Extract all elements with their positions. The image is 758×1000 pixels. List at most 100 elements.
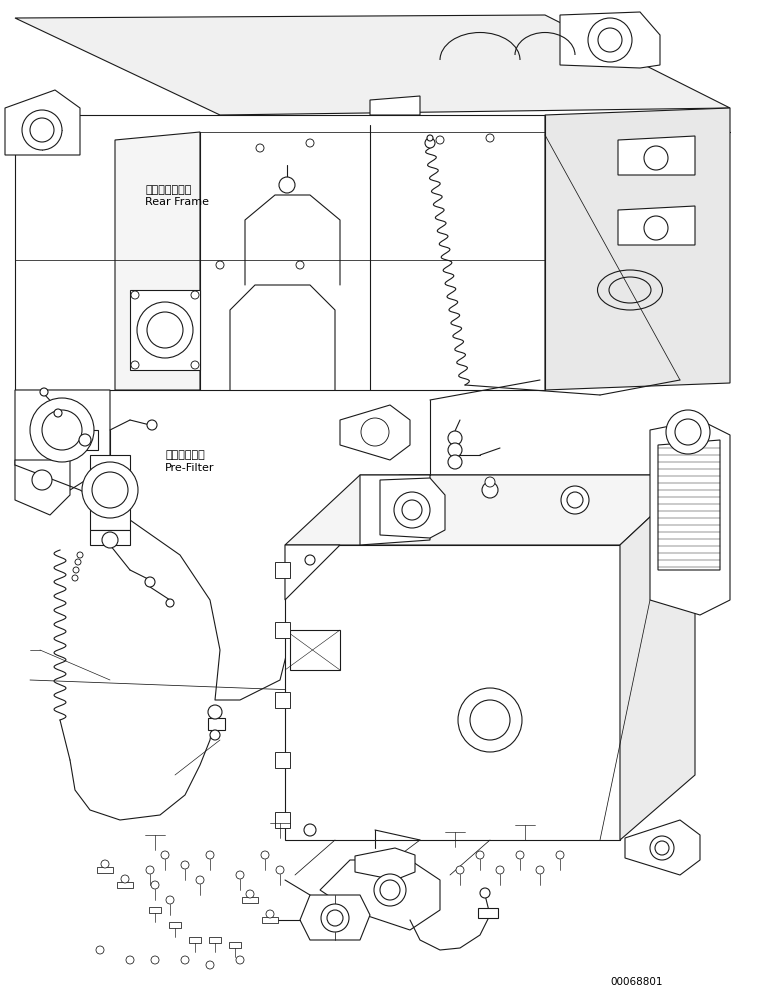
Polygon shape	[229, 942, 241, 948]
Circle shape	[427, 135, 433, 141]
Circle shape	[191, 291, 199, 299]
Polygon shape	[209, 937, 221, 943]
Circle shape	[482, 482, 498, 498]
Polygon shape	[618, 136, 695, 175]
Circle shape	[246, 890, 254, 898]
Circle shape	[644, 146, 668, 170]
Polygon shape	[658, 440, 720, 570]
Circle shape	[79, 434, 91, 446]
Circle shape	[402, 500, 422, 520]
Circle shape	[456, 866, 464, 874]
Circle shape	[470, 700, 510, 740]
Circle shape	[82, 462, 138, 518]
Polygon shape	[380, 478, 445, 538]
Polygon shape	[130, 290, 200, 370]
Circle shape	[480, 888, 490, 898]
Text: 00068801: 00068801	[610, 977, 662, 987]
Circle shape	[394, 492, 430, 528]
Circle shape	[236, 871, 244, 879]
Circle shape	[151, 881, 159, 889]
Circle shape	[181, 861, 189, 869]
Polygon shape	[370, 96, 420, 115]
Polygon shape	[262, 917, 278, 923]
Polygon shape	[320, 860, 440, 930]
Circle shape	[72, 575, 78, 581]
Circle shape	[374, 874, 406, 906]
Circle shape	[92, 472, 128, 508]
Circle shape	[30, 118, 54, 142]
Polygon shape	[90, 530, 130, 545]
Circle shape	[166, 599, 174, 607]
Circle shape	[598, 28, 622, 52]
Polygon shape	[242, 897, 258, 903]
Circle shape	[196, 876, 204, 884]
Polygon shape	[620, 475, 695, 840]
Text: プリフィルタ: プリフィルタ	[165, 450, 205, 460]
Circle shape	[126, 956, 134, 964]
Circle shape	[181, 956, 189, 964]
Polygon shape	[275, 562, 290, 578]
Text: Rear Frame: Rear Frame	[145, 197, 209, 207]
Polygon shape	[117, 882, 133, 888]
Circle shape	[476, 851, 484, 859]
Text: リヤーフレーム: リヤーフレーム	[145, 185, 191, 195]
Circle shape	[266, 910, 274, 918]
Circle shape	[448, 455, 462, 469]
Circle shape	[485, 477, 495, 487]
Circle shape	[121, 875, 129, 883]
Polygon shape	[300, 895, 370, 940]
Circle shape	[305, 555, 315, 565]
Circle shape	[448, 443, 462, 457]
Circle shape	[279, 177, 295, 193]
Circle shape	[137, 302, 193, 358]
Polygon shape	[290, 630, 340, 670]
Circle shape	[131, 291, 139, 299]
Polygon shape	[15, 390, 110, 490]
Polygon shape	[149, 907, 161, 913]
Circle shape	[131, 361, 139, 369]
Polygon shape	[275, 752, 290, 768]
Circle shape	[96, 946, 104, 954]
Circle shape	[73, 567, 79, 573]
Circle shape	[486, 134, 494, 142]
Polygon shape	[15, 15, 730, 115]
Circle shape	[296, 261, 304, 269]
Circle shape	[102, 532, 118, 548]
Polygon shape	[115, 132, 200, 390]
Circle shape	[77, 552, 83, 558]
Polygon shape	[560, 12, 660, 68]
Polygon shape	[285, 545, 620, 840]
Circle shape	[216, 261, 224, 269]
Circle shape	[458, 688, 522, 752]
Circle shape	[675, 419, 701, 445]
Circle shape	[496, 866, 504, 874]
Circle shape	[321, 904, 349, 932]
Polygon shape	[189, 937, 201, 943]
Circle shape	[306, 139, 314, 147]
Polygon shape	[340, 405, 410, 460]
Polygon shape	[208, 718, 225, 730]
Circle shape	[22, 110, 62, 150]
Polygon shape	[478, 908, 498, 918]
Polygon shape	[15, 115, 545, 390]
Circle shape	[210, 730, 220, 740]
Polygon shape	[275, 622, 290, 638]
Circle shape	[556, 851, 564, 859]
Circle shape	[256, 144, 264, 152]
Circle shape	[536, 866, 544, 874]
Circle shape	[588, 18, 632, 62]
Circle shape	[151, 956, 159, 964]
Polygon shape	[275, 692, 290, 708]
Polygon shape	[650, 420, 730, 615]
Circle shape	[166, 896, 174, 904]
Polygon shape	[355, 848, 415, 880]
Polygon shape	[169, 922, 181, 928]
Polygon shape	[90, 455, 130, 530]
Circle shape	[54, 409, 62, 417]
Circle shape	[146, 866, 154, 874]
Circle shape	[30, 398, 94, 462]
Circle shape	[145, 577, 155, 587]
Polygon shape	[275, 812, 290, 828]
Circle shape	[644, 216, 668, 240]
Polygon shape	[625, 820, 700, 875]
